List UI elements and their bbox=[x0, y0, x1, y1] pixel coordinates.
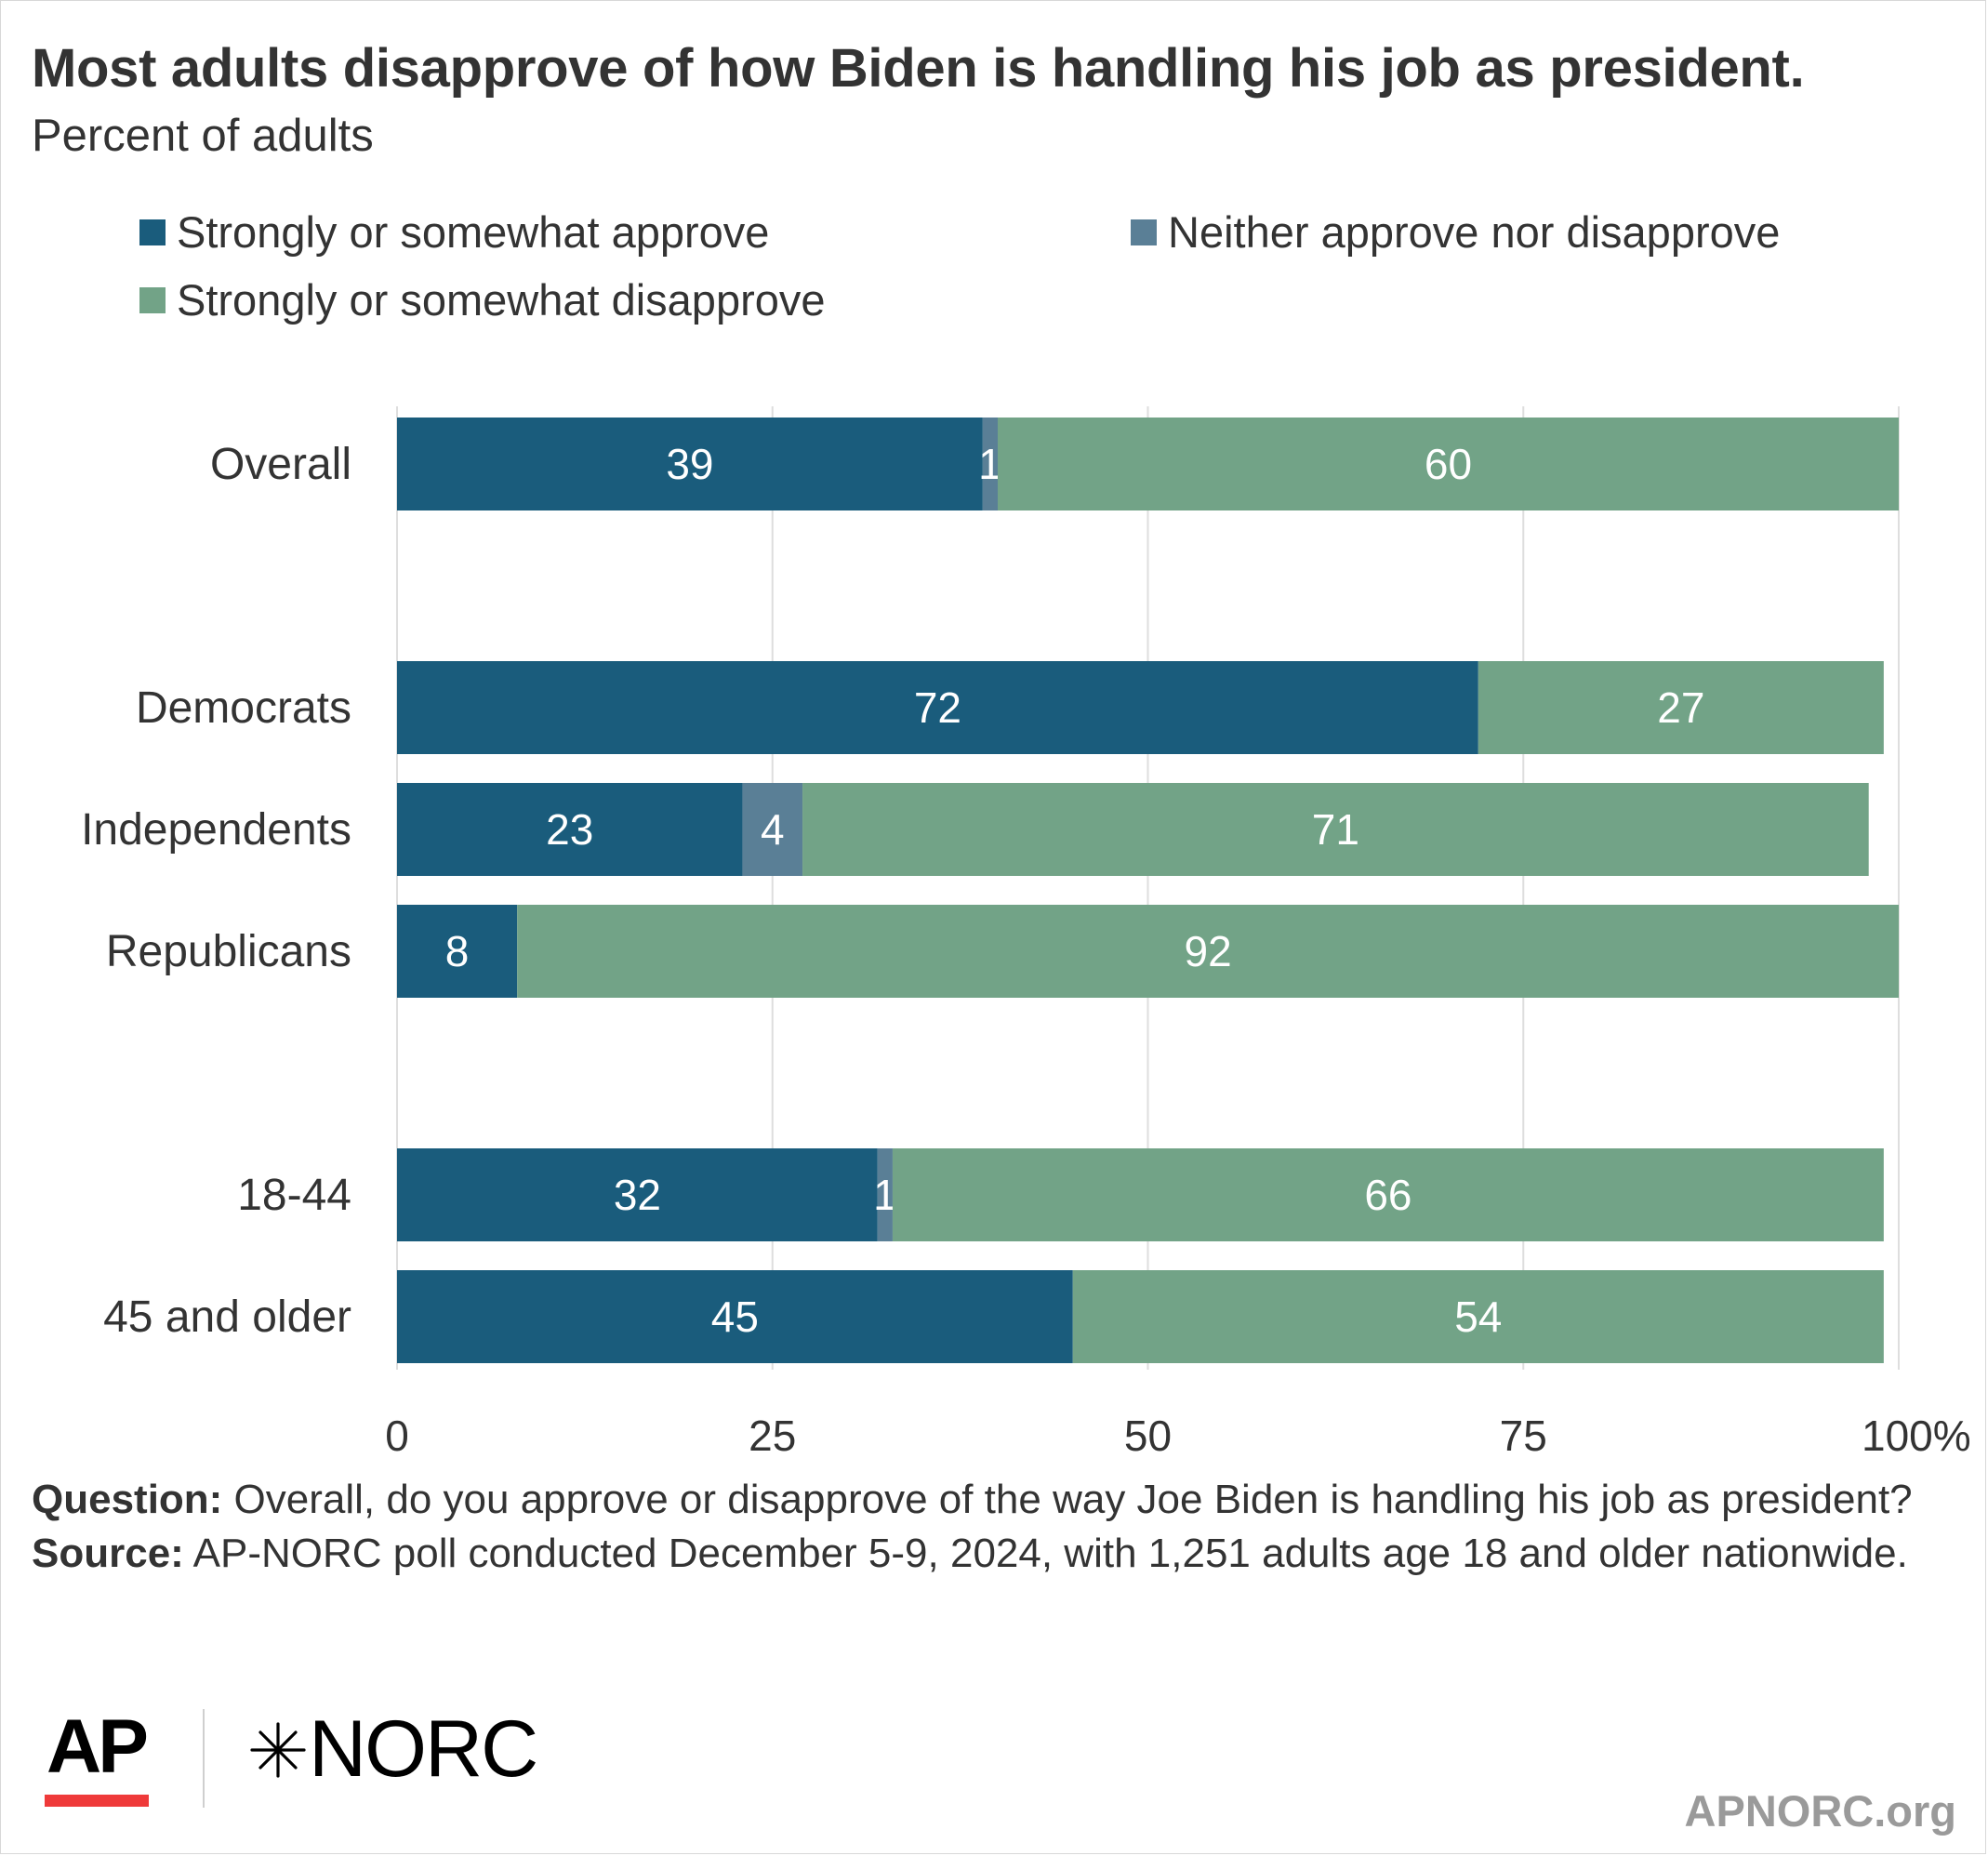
data-label: 71 bbox=[1312, 805, 1359, 854]
legend-label-neither: Neither approve nor disapprove bbox=[1168, 207, 1781, 257]
bar-18-44-series-2 bbox=[892, 1148, 1884, 1241]
category-label: Republicans bbox=[106, 927, 351, 976]
category-label: Democrats bbox=[136, 683, 351, 733]
data-label: 92 bbox=[1185, 927, 1232, 975]
data-label: 66 bbox=[1364, 1171, 1411, 1219]
bar-democrats-series-0 bbox=[397, 661, 1478, 754]
bar-18-44-series-0 bbox=[397, 1148, 878, 1241]
legend-label-disapprove: Strongly or somewhat disapprove bbox=[177, 275, 826, 325]
chart-notes: Question: Overall, do you approve or dis… bbox=[32, 1473, 1928, 1581]
data-label: 60 bbox=[1425, 440, 1472, 488]
chart-subtitle: Percent of adults bbox=[32, 111, 374, 161]
bar-45-and-older-series-2 bbox=[1072, 1270, 1884, 1363]
bar-independents-series-0 bbox=[397, 783, 743, 876]
legend-item-disapprove: Strongly or somewhat disapprove bbox=[139, 274, 826, 325]
bar-overall-series-2 bbox=[998, 418, 1899, 510]
source-text: AP-NORC poll conducted December 5-9, 202… bbox=[183, 1531, 1908, 1576]
category-label: 45 and older bbox=[103, 1293, 351, 1342]
data-label: 45 bbox=[711, 1293, 759, 1341]
x-tick-label: 0 bbox=[385, 1412, 409, 1460]
x-tick-label: 25 bbox=[749, 1412, 796, 1460]
bar-independents-series-1 bbox=[742, 783, 803, 876]
question-note: Question: Overall, do you approve or dis… bbox=[32, 1473, 1928, 1527]
data-label: 32 bbox=[614, 1171, 661, 1219]
ap-logo: AP bbox=[46, 1704, 149, 1789]
x-tick-label: 75 bbox=[1500, 1412, 1547, 1460]
data-label: 8 bbox=[445, 927, 470, 975]
bar-independents-series-2 bbox=[802, 783, 1869, 876]
logo-divider bbox=[203, 1709, 205, 1808]
x-tick-label: 100% bbox=[1862, 1412, 1971, 1460]
legend-swatch-neither bbox=[1131, 219, 1157, 245]
source-note: Source: AP-NORC poll conducted December … bbox=[32, 1527, 1928, 1581]
bar-overall-series-0 bbox=[397, 418, 983, 510]
legend-swatch-approve bbox=[139, 219, 166, 245]
site-url: APNORC.org bbox=[1684, 1786, 1956, 1836]
legend-item-approve: Strongly or somewhat approve bbox=[139, 206, 769, 258]
bar-republicans-series-0 bbox=[397, 905, 518, 998]
category-label: Independents bbox=[81, 805, 351, 855]
data-label: 23 bbox=[546, 805, 593, 854]
data-label: 4 bbox=[761, 805, 785, 854]
bar-republicans-series-2 bbox=[517, 905, 1900, 998]
x-tick-label: 50 bbox=[1124, 1412, 1172, 1460]
bar-democrats-series-2 bbox=[1478, 661, 1884, 754]
question-text: Overall, do you approve or disapprove of… bbox=[222, 1477, 1913, 1522]
data-label: 27 bbox=[1657, 683, 1704, 732]
source-label: Source: bbox=[32, 1531, 184, 1576]
data-label: 54 bbox=[1454, 1293, 1502, 1341]
category-label: Overall bbox=[210, 440, 351, 489]
legend-item-neither: Neither approve nor disapprove bbox=[1131, 206, 1780, 258]
question-label: Question: bbox=[32, 1477, 223, 1522]
data-label: 39 bbox=[666, 440, 713, 488]
chart-title: Most adults disapprove of how Biden is h… bbox=[32, 38, 1805, 99]
category-label: 18-44 bbox=[237, 1171, 351, 1220]
ap-logo-bar bbox=[45, 1795, 149, 1807]
legend-label-approve: Strongly or somewhat approve bbox=[177, 207, 770, 257]
norc-logo-text: NORC bbox=[309, 1704, 538, 1794]
bar-45-and-older-series-0 bbox=[397, 1270, 1073, 1363]
legend-swatch-disapprove bbox=[139, 286, 166, 313]
legend: Strongly or somewhat approve Neither app… bbox=[139, 206, 1906, 346]
bar-overall-series-1 bbox=[982, 418, 998, 510]
data-label: 72 bbox=[914, 683, 961, 732]
norc-star-icon bbox=[250, 1721, 306, 1778]
norc-logo: NORC bbox=[249, 1704, 538, 1796]
bar-18-44-series-1 bbox=[877, 1148, 893, 1241]
